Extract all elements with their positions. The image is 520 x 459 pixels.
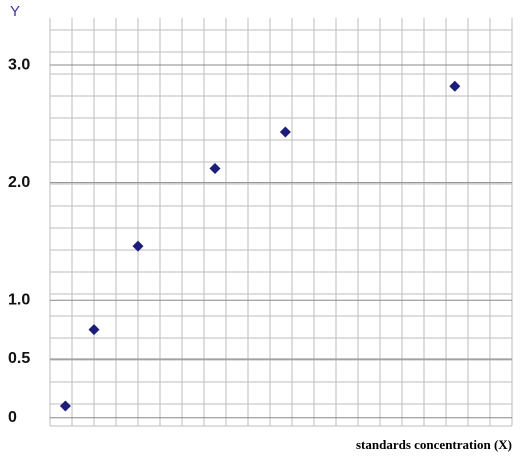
y-tick-label: 0 xyxy=(8,409,17,426)
y-axis-label: Y xyxy=(10,3,20,20)
point xyxy=(132,240,144,252)
y-tick-label: 1.0 xyxy=(8,291,30,308)
y-tick-label: 2.0 xyxy=(8,174,30,191)
x-axis-label: standards concentration (X) xyxy=(356,437,512,452)
point xyxy=(279,126,291,138)
point xyxy=(59,400,71,412)
point xyxy=(88,324,100,336)
y-tick-label: 3.0 xyxy=(8,56,30,73)
point xyxy=(449,80,461,92)
y-tick-label: 0.5 xyxy=(8,350,30,367)
point xyxy=(209,163,221,175)
